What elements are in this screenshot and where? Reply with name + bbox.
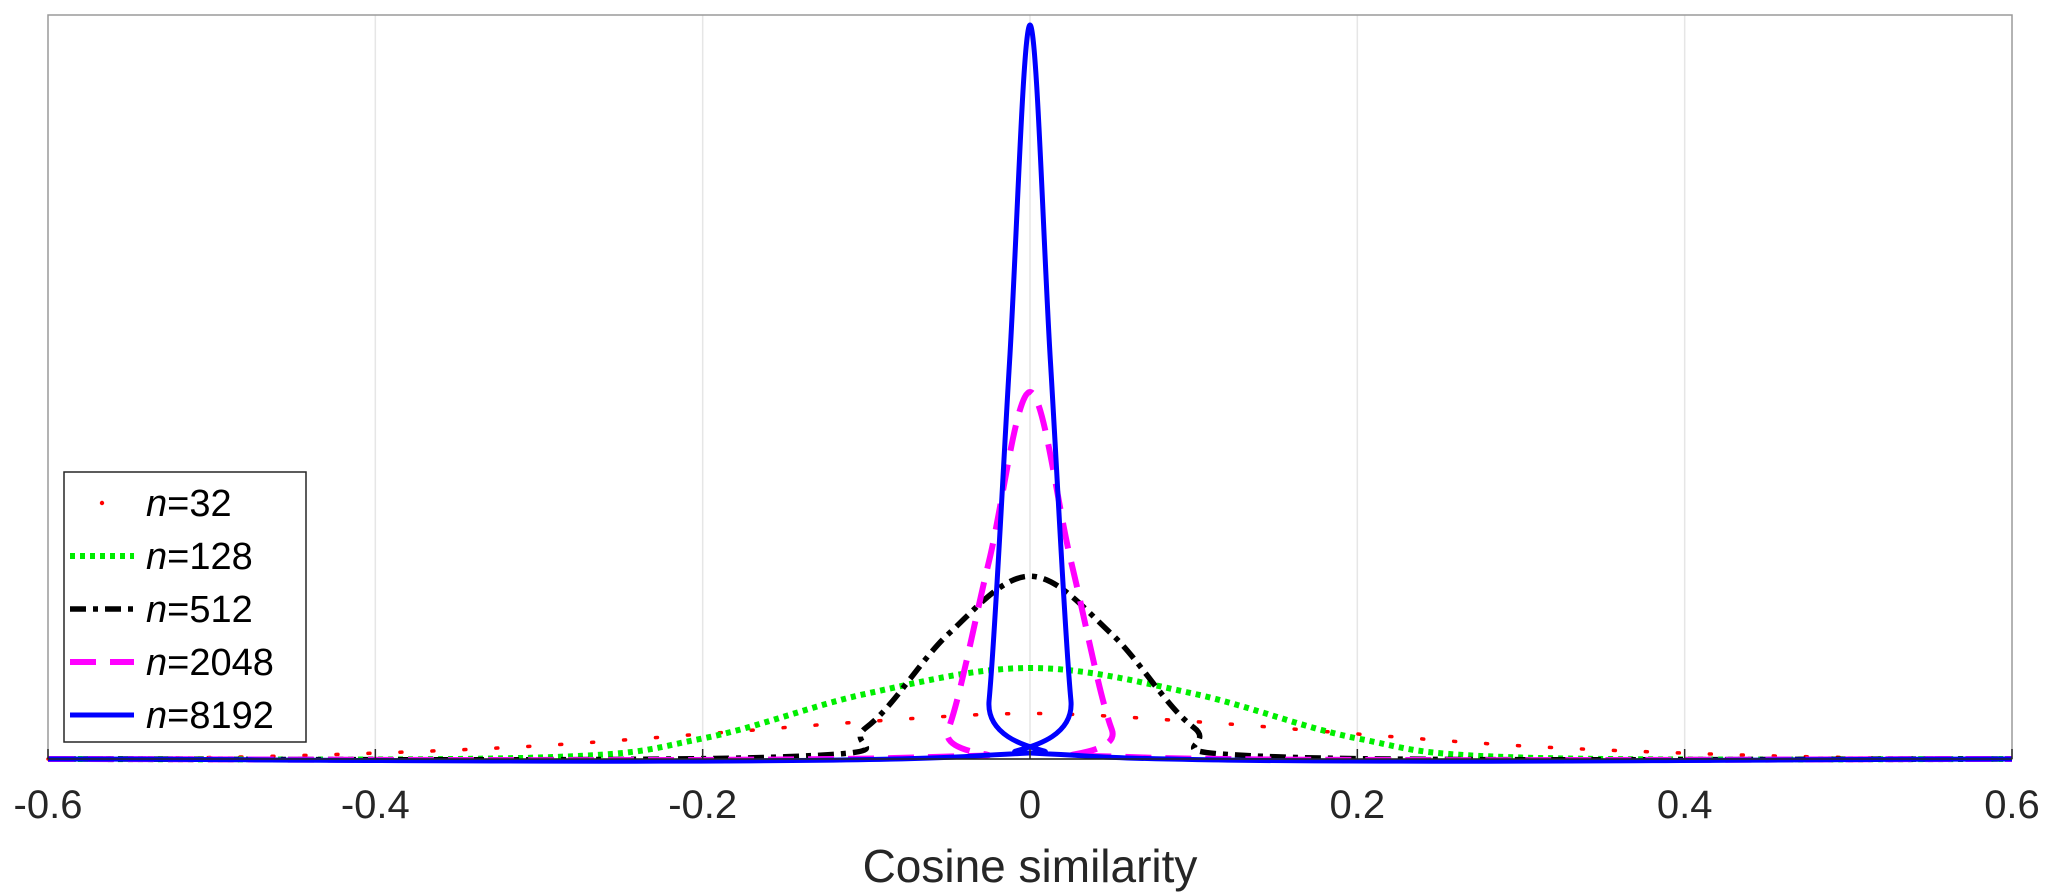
x-tick-label: -0.6 (14, 783, 83, 827)
legend-label: n=2048 (146, 642, 274, 684)
legend-box (63, 471, 307, 743)
x-axis-label: Cosine similarity (863, 840, 1198, 892)
legend: n=32 n=128 n=512 n=2048 n=8192 (63, 471, 307, 743)
legend-swatch (99, 500, 105, 506)
legend-label: n=32 (146, 483, 232, 525)
x-tick-label: 0.4 (1657, 783, 1713, 827)
gridlines (374, 15, 1686, 759)
legend-label: n=128 (146, 536, 253, 578)
x-axis-ticks: -0.6 -0.4 -0.2 0 0.2 0.4 0.6 (14, 749, 2040, 827)
x-tick-label: -0.4 (341, 783, 410, 827)
x-tick-label: 0 (1019, 783, 1041, 827)
series-line-n8192 (47, 22, 2013, 764)
x-tick-label: 0.2 (1330, 783, 1386, 827)
x-tick-label: -0.2 (668, 783, 737, 827)
legend-label: n=512 (146, 589, 253, 631)
legend-label: n=8192 (146, 695, 274, 737)
x-tick-label: 0.6 (1984, 783, 2040, 827)
